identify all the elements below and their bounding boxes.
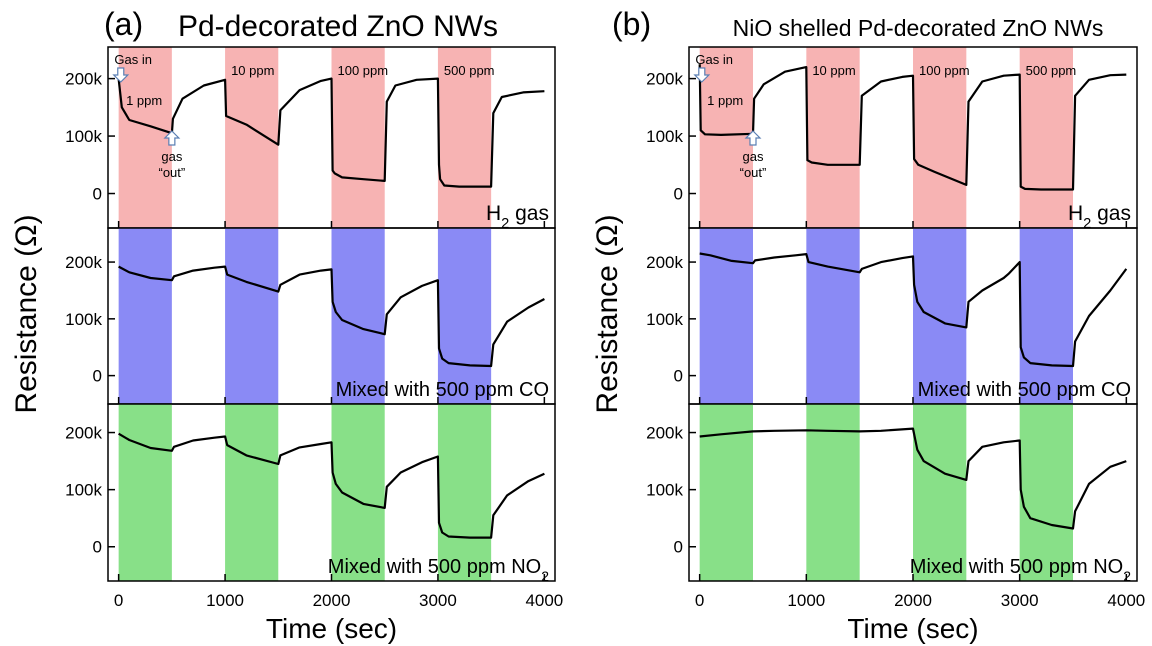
subplot-annotation: H2 gas (1068, 202, 1131, 232)
y-tick-label: 200k (646, 70, 683, 89)
y-tick-label: 100k (646, 481, 683, 500)
exposure-window-3 (331, 228, 385, 404)
x-tick-label: 3000 (419, 591, 457, 610)
x-tick-label: 0 (114, 591, 123, 610)
gas-out-label: gas (743, 149, 764, 164)
y-tick-label: 0 (674, 538, 683, 557)
exposure-window-2 (225, 228, 279, 404)
y-tick-label: 200k (65, 424, 102, 443)
y-tick-label: 0 (93, 538, 102, 557)
exposure-window-2 (225, 404, 279, 581)
concentration-label: 500 ppm (1026, 63, 1077, 78)
x-axis-title: Time (sec) (266, 613, 397, 644)
y-tick-label: 200k (65, 253, 102, 272)
subplot-annotation: Mixed with 500 ppm NO2 (910, 556, 1131, 584)
y-tick-label: 100k (65, 127, 102, 146)
subplot-1: 0 100k 200k H2 gas 1 ppm 10 ppm 100 ppm 500 ppm… (646, 46, 1138, 232)
y-tick-label: 0 (93, 185, 102, 204)
x-tick-label: 1000 (787, 591, 825, 610)
y-tick-label: 0 (674, 185, 683, 204)
resistance-series-line (699, 252, 1128, 368)
x-tick-label: 2000 (894, 591, 932, 610)
x-tick-label: 4000 (1107, 591, 1145, 610)
resistance-series-line (117, 77, 545, 188)
exposure-window-3 (913, 47, 967, 228)
x-axis-title: Time (sec) (847, 613, 978, 644)
gas-in-arrow-icon (693, 67, 711, 83)
subplot-annotation: Mixed with 500 ppm CO (918, 379, 1131, 401)
exposure-window-3 (331, 404, 385, 581)
gas-out-label: gas (161, 149, 182, 164)
subplot-annotation: Mixed with 500 ppm NO2 (328, 556, 549, 584)
exposure-window-1 (118, 228, 172, 404)
subplot-2: 0 100k 200k Mixed with 500 ppm CO (646, 227, 1138, 405)
y-axis-title: Resistance (Ω) (591, 214, 624, 413)
gas-out-arrow-icon (744, 130, 762, 146)
exposure-window-1 (118, 47, 172, 228)
gas-out-label: “out” (158, 165, 185, 180)
panel-title: NiO shelled Pd-decorated ZnO NWs (733, 15, 1104, 41)
y-tick-label: 100k (646, 310, 683, 329)
exposure-window-3 (331, 47, 385, 228)
x-tick-label: 1000 (206, 591, 244, 610)
exposure-window-1 (699, 47, 753, 228)
concentration-label: 10 ppm (812, 63, 855, 78)
y-tick-label: 100k (646, 127, 683, 146)
exposure-window-1 (699, 404, 753, 581)
concentration-label: 1 ppm (707, 93, 743, 108)
exposure-window-2 (225, 47, 279, 228)
concentration-label: 1 ppm (126, 93, 162, 108)
panel-b: (b) NiO shelled Pd-decorated ZnO NWs 0 100k… (591, 6, 1145, 644)
subplot-annotation: H2 gas (486, 202, 549, 232)
exposure-window-2 (806, 228, 860, 404)
exposure-window-3 (913, 404, 967, 581)
resistance-series-line (118, 265, 545, 368)
exposure-window-4 (437, 228, 492, 404)
y-tick-label: 200k (646, 424, 683, 443)
x-tick-label: 4000 (525, 591, 563, 610)
subplot-3: 0 100k 200k Mixed with 500 ppm NO2 (65, 403, 556, 584)
subplot-2: 0 100k 200k Mixed with 500 ppm CO (65, 227, 556, 405)
subplot-3: 0 100k 200k Mixed with 500 ppm NO2 (646, 403, 1138, 584)
concentration-label: 500 ppm (444, 63, 495, 78)
resistance-series-line (699, 427, 1127, 530)
x-tick-label: 3000 (1001, 591, 1039, 610)
concentration-label: 100 ppm (919, 63, 970, 78)
exposure-window-2 (806, 47, 860, 228)
x-tick-label: 2000 (313, 591, 351, 610)
panel-label: (b) (612, 6, 651, 42)
exposure-window-2 (806, 404, 860, 581)
exposure-window-1 (118, 404, 172, 581)
y-tick-label: 200k (646, 253, 683, 272)
exposure-window-4 (437, 47, 492, 228)
exposure-window-3 (913, 228, 967, 404)
exposure-window-4 (437, 404, 492, 581)
panel-a: (a) Pd-decorated ZnO NWs 0 100k 200k H2 gas 1 … (10, 6, 563, 644)
exposure-window-4 (1019, 404, 1073, 581)
exposure-window-4 (1019, 228, 1073, 404)
gas-in-label: Gas in (114, 52, 152, 67)
y-tick-label: 200k (65, 70, 102, 89)
subplot-annotation: Mixed with 500 ppm CO (336, 379, 549, 401)
panel-label: (a) (104, 6, 143, 42)
gas-out-arrow-icon (163, 130, 181, 146)
gas-out-label: “out” (740, 165, 767, 180)
concentration-label: 10 ppm (231, 63, 274, 78)
x-tick-label: 0 (695, 591, 704, 610)
exposure-window-1 (699, 228, 753, 404)
y-tick-label: 100k (65, 310, 102, 329)
subplot-1: 0 100k 200k H2 gas 1 ppm 10 ppm 100 ppm 500 ppm… (65, 46, 556, 232)
gas-in-label: Gas in (695, 52, 733, 67)
resistance-series-line (118, 432, 545, 539)
y-tick-label: 100k (65, 481, 102, 500)
resistance-series-line (698, 64, 1127, 191)
exposure-window-4 (1019, 47, 1073, 228)
y-tick-label: 0 (674, 367, 683, 386)
panel-title: Pd-decorated ZnO NWs (178, 10, 498, 43)
gas-in-arrow-icon (112, 67, 130, 83)
y-tick-label: 0 (93, 367, 102, 386)
concentration-label: 100 ppm (338, 63, 389, 78)
y-axis-title: Resistance (Ω) (10, 214, 43, 413)
